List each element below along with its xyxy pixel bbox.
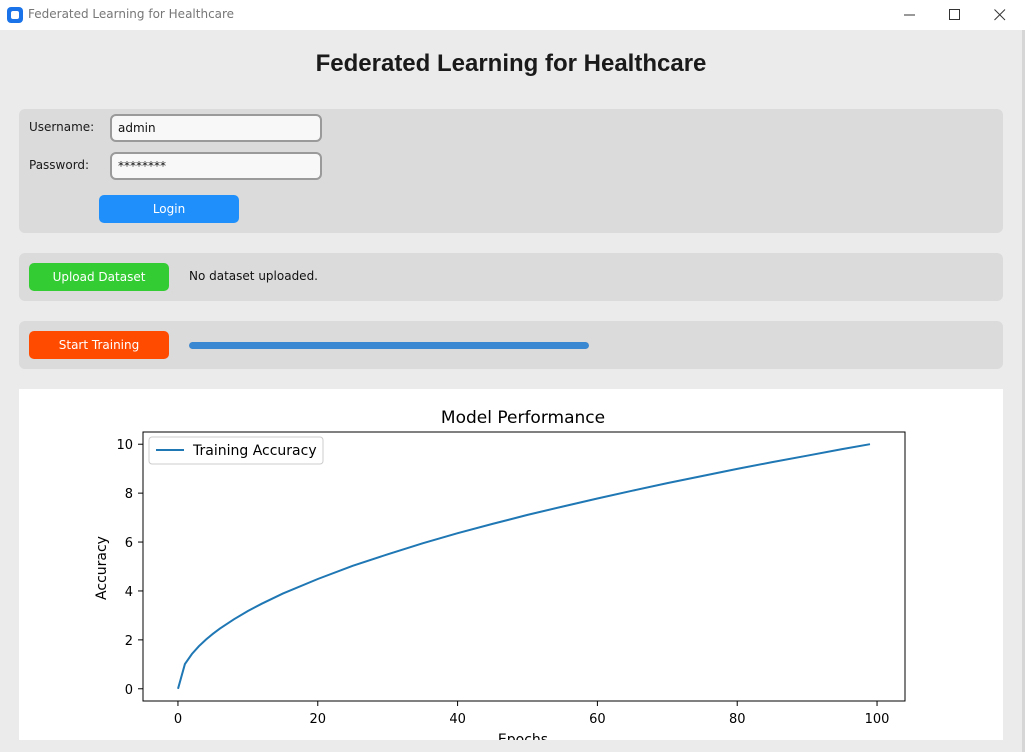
login-panel: Username: Password: Login: [19, 109, 1003, 233]
y-tick-label: 10: [116, 438, 133, 453]
upload-panel: Upload Dataset No dataset uploaded.: [19, 253, 1003, 301]
page-title: Federated Learning for Healthcare: [315, 50, 707, 77]
x-tick-label: 60: [589, 712, 606, 727]
plot-frame: [142, 431, 906, 702]
training-progress-bar: [189, 342, 589, 349]
login-button[interactable]: Login: [99, 195, 239, 223]
y-tick-label: 2: [125, 634, 133, 649]
y-tick-label: 8: [125, 487, 133, 502]
window-title: Federated Learning for Healthcare: [28, 7, 235, 21]
training-panel: Start Training: [19, 321, 1003, 369]
training-progress-fill: [189, 342, 589, 349]
upload-dataset-button[interactable]: Upload Dataset: [29, 263, 169, 291]
close-icon: [994, 9, 1006, 21]
maximize-button[interactable]: [932, 0, 978, 30]
minimize-button[interactable]: [887, 0, 933, 30]
y-tick-label: 0: [125, 683, 133, 698]
chart-canvas: Model Performance Accuracy Epochs 0 20 40 6…: [19, 389, 1003, 740]
close-button[interactable]: [977, 0, 1023, 30]
x-tick-label: 20: [309, 712, 326, 727]
start-training-button[interactable]: Start Training: [29, 331, 169, 359]
maximize-icon: [949, 9, 960, 20]
window-edge: [1022, 30, 1025, 752]
x-axis-label: Epochs: [498, 732, 548, 740]
legend-box: [148, 436, 324, 465]
y-tick-label: 4: [125, 585, 133, 600]
performance-chart: Model Performance Accuracy Epochs 0 20 40 6…: [94, 408, 906, 740]
password-field[interactable]: [110, 152, 322, 180]
y-axis-label: Accuracy: [94, 536, 110, 600]
x-tick-label: 80: [729, 712, 746, 727]
y-tick-label: 6: [125, 536, 133, 551]
upload-status-text: No dataset uploaded.: [189, 269, 318, 283]
username-label: Username:: [29, 120, 95, 134]
username-field[interactable]: [110, 114, 322, 142]
minimize-icon: [904, 14, 915, 16]
app-icon: [7, 7, 23, 23]
title-bar: Federated Learning for Healthcare: [0, 0, 1025, 30]
x-tick-label: 0: [174, 712, 182, 727]
x-tick-label: 100: [865, 712, 890, 727]
chart-title: Model Performance: [441, 408, 605, 428]
chart-legend: Training Accuracy: [148, 436, 324, 465]
legend-label-training-accuracy: Training Accuracy: [192, 443, 317, 459]
series-line-training-accuracy: [177, 443, 871, 690]
password-label: Password:: [29, 158, 90, 172]
x-tick-label: 40: [449, 712, 466, 727]
